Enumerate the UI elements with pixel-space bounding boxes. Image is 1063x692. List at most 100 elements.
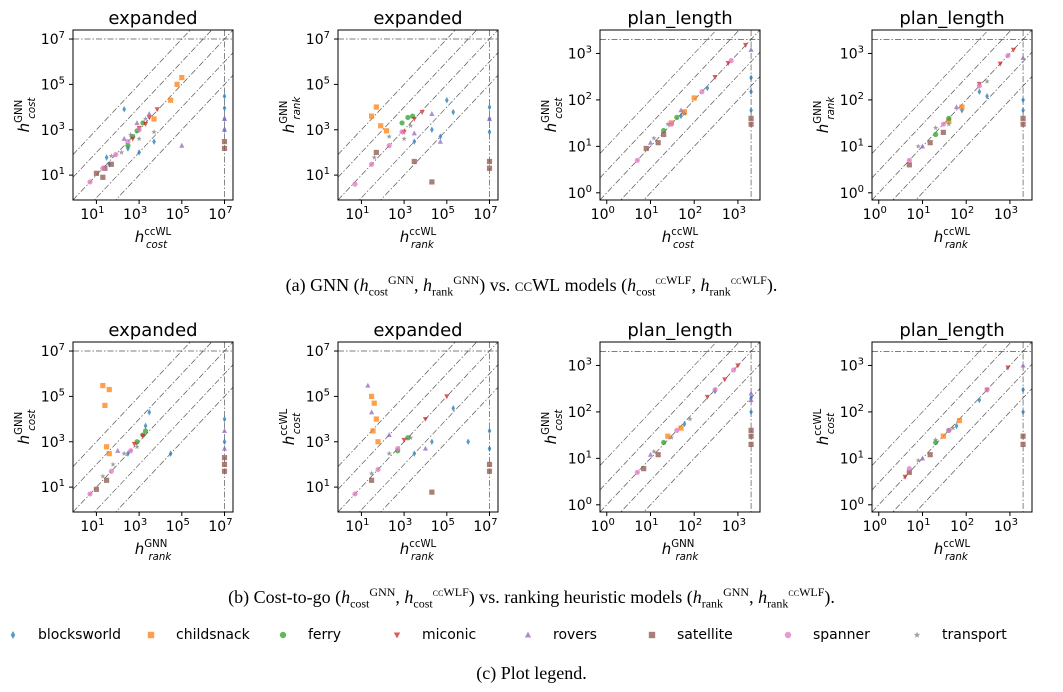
point-transport: [121, 450, 127, 456]
point-spanner: [712, 387, 718, 393]
point-blocksworld: [122, 106, 127, 113]
point-satellite: [643, 145, 649, 152]
legend-marker-shape: [913, 631, 921, 638]
point-transport: [151, 129, 157, 135]
point-rovers: [411, 130, 417, 136]
point-blocksworld: [412, 450, 417, 457]
y-axis-label: hGNN cost: [14, 97, 38, 133]
y-tick-label: 103: [41, 433, 65, 451]
x-tick-label: 105: [431, 205, 455, 223]
legend-marker-shape: [393, 632, 401, 639]
axes-frame: [72, 341, 234, 513]
axes-frame: [599, 29, 761, 201]
plot-area: [600, 30, 760, 200]
point-satellite: [221, 455, 228, 461]
point-spanner: [395, 445, 401, 452]
point-rovers: [919, 143, 926, 149]
point-rovers: [422, 445, 429, 451]
point-rovers: [1020, 362, 1026, 368]
reference-diagonal: [358, 52, 498, 200]
point-blocksworld: [487, 427, 492, 435]
point-satellite: [108, 161, 114, 167]
legend-item-transport: transport: [910, 627, 1007, 643]
point-blocksworld: [152, 138, 156, 145]
point-miconic: [743, 42, 749, 48]
reference-diagonal: [872, 342, 1012, 491]
point-transport: [127, 131, 134, 138]
point-rovers: [221, 126, 228, 132]
point-blocksworld: [466, 438, 470, 446]
plot-area: [338, 342, 498, 512]
point-blocksworld: [960, 106, 964, 114]
y-tick-label: 107: [41, 30, 65, 48]
point-satellite: [93, 170, 100, 176]
point-ferry: [946, 115, 952, 121]
reference-diagonal: [643, 388, 760, 512]
reference-diagonal: [93, 364, 233, 512]
x-tick-label: 100: [591, 517, 615, 535]
point-childsnack: [106, 386, 112, 393]
legend-label: rovers: [553, 627, 597, 643]
y-tick-label: 101: [41, 166, 65, 184]
point-satellite: [486, 158, 493, 165]
point-miconic: [1005, 365, 1011, 371]
point-childsnack: [179, 74, 185, 81]
legend-label: spanner: [813, 627, 870, 643]
point-spanner: [108, 468, 114, 474]
reference-diagonal: [872, 30, 1012, 179]
point-spanner: [128, 448, 134, 454]
chart-panel-2: expanded 101 101 103 103 105 105 107 107 hccWL ran…: [279, 8, 499, 251]
chart-title: plan_length: [627, 320, 732, 341]
point-childsnack: [665, 433, 671, 439]
point-blocksworld: [1021, 106, 1025, 114]
y-tick-label: 103: [306, 121, 330, 139]
point-rovers: [221, 428, 228, 434]
point-transport: [651, 448, 657, 454]
x-tick-label: 102: [950, 517, 974, 535]
reference-diagonal: [380, 75, 498, 200]
x-tick-label: 103: [123, 517, 147, 535]
point-satellite: [221, 468, 228, 474]
legend-item-childsnack: childsnack: [144, 627, 250, 643]
reference-diagonal: [915, 76, 1032, 200]
chart-panel-1: expanded 101 101 103 103 105 105 107 107 hccWL cos…: [14, 8, 234, 251]
y-axis-label: hGNN rank: [813, 96, 837, 134]
point-satellite: [369, 477, 375, 483]
reference-diagonal: [915, 388, 1032, 512]
legend-marker-shape: [147, 631, 155, 639]
point-childsnack: [383, 128, 390, 134]
point-blocksworld: [451, 405, 456, 412]
point-satellite: [748, 115, 754, 121]
legend-marker-childsnack: [147, 631, 155, 639]
x-axis-label: hGNN rank: [662, 539, 700, 563]
point-rovers: [386, 432, 392, 438]
reference-diagonal: [338, 30, 456, 155]
caption-c: (c) Plot legend.: [476, 663, 587, 683]
x-tick-label: 107: [208, 517, 232, 535]
point-blocksworld: [682, 420, 687, 428]
point-rovers: [437, 138, 443, 144]
reference-diagonal: [115, 387, 233, 512]
reference-diagonal: [872, 342, 1032, 512]
point-childsnack: [174, 81, 180, 87]
reference-diagonal: [338, 342, 498, 512]
x-tick-label: 107: [473, 205, 497, 223]
point-blocksworld: [977, 396, 982, 404]
point-transport: [932, 437, 939, 443]
point-transport: [946, 121, 952, 127]
point-childsnack: [369, 113, 375, 119]
point-miconic: [130, 136, 136, 142]
point-transport: [118, 149, 125, 155]
point-spanner: [906, 466, 912, 472]
chart-title: expanded: [108, 8, 197, 29]
point-blocksworld: [1021, 96, 1025, 104]
reference-diagonal: [600, 30, 717, 154]
legend-item-miconic: miconic: [390, 627, 476, 643]
y-axis-label: hGNN cost: [14, 409, 38, 445]
point-satellite: [104, 477, 110, 483]
point-transport: [950, 425, 956, 431]
point-childsnack: [691, 95, 697, 101]
x-tick-label: 107: [473, 517, 497, 535]
reference-diagonal: [73, 30, 233, 200]
